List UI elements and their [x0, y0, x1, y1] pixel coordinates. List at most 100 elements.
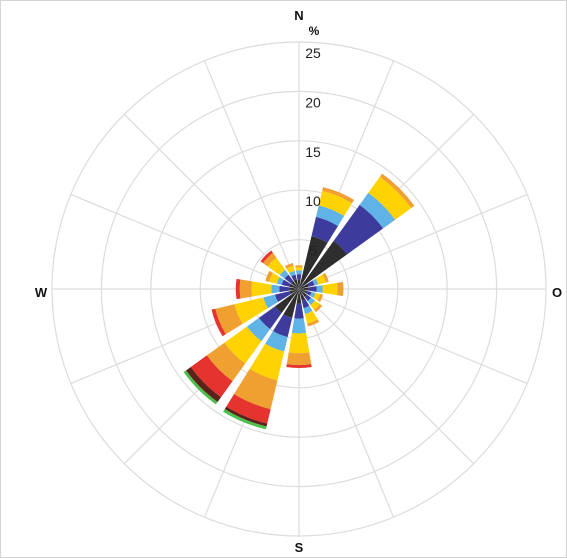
sector-band: [279, 269, 289, 279]
grid-spoke: [298, 288, 528, 385]
sector-band: [281, 279, 291, 287]
wind-sector: [299, 173, 415, 289]
sector-band: [294, 303, 304, 319]
sector-band: [295, 267, 303, 271]
sector-band: [267, 257, 286, 276]
sector-band: [297, 279, 301, 289]
sector-band: [337, 281, 344, 297]
wind-sector: [299, 281, 344, 297]
sector-band: [316, 285, 323, 293]
sector-band: [183, 370, 218, 405]
sector-band: [293, 279, 299, 289]
sector-band: [359, 192, 396, 229]
sector-band: [185, 366, 222, 403]
sector-band: [305, 290, 312, 296]
sector-band: [289, 270, 296, 277]
sector-band: [308, 286, 317, 292]
sector-band: [251, 281, 272, 297]
sector-band: [307, 297, 316, 306]
unit-label: %: [309, 24, 320, 38]
grid-spoke: [298, 288, 475, 465]
sector-band: [313, 292, 321, 301]
wind-sector: [299, 272, 329, 289]
sector-band: [295, 265, 303, 268]
sector-band: [301, 299, 310, 309]
ring-tick-label: 15: [305, 144, 321, 160]
sector-band: [291, 274, 297, 281]
grid-spoke: [298, 288, 395, 518]
sector-band: [286, 265, 295, 274]
sector-band: [309, 291, 316, 298]
sector-band: [262, 252, 277, 267]
sector-band: [318, 190, 352, 216]
wind-sector: [286, 289, 312, 369]
sector-band: [265, 270, 273, 282]
sector-band: [317, 293, 324, 302]
sector-band: [274, 291, 291, 302]
wind-sector: [299, 289, 324, 302]
sector-band: [299, 283, 309, 289]
sector-band: [288, 332, 310, 354]
sector-band: [211, 308, 226, 337]
sector-band: [224, 326, 262, 364]
wind-sector: [235, 278, 299, 300]
sector-band: [263, 294, 278, 309]
ring-tick-label: 25: [305, 45, 321, 61]
grid-spoke: [203, 60, 300, 290]
wind-sector: [299, 289, 320, 327]
sector-band: [235, 278, 241, 300]
sector-band: [190, 355, 233, 398]
wind-sector: [265, 270, 299, 289]
sector-band: [234, 297, 268, 324]
ring-tick-label: 5: [309, 243, 317, 259]
sector-band: [289, 283, 299, 289]
sector-band: [299, 289, 307, 294]
sector-band: [290, 280, 299, 289]
sector-band: [265, 331, 288, 352]
sector-band: [271, 284, 280, 294]
wind-sectors: [183, 173, 415, 430]
sector-band: [299, 236, 328, 289]
sector-band: [246, 317, 271, 342]
sector-band: [315, 274, 326, 285]
sector-band: [312, 278, 319, 286]
wind-sector: [299, 187, 355, 289]
wind-sector: [260, 250, 299, 289]
direction-east-label: O: [552, 285, 562, 300]
direction-north-label: N: [294, 8, 303, 23]
sector-band: [296, 289, 302, 304]
sector-band: [283, 289, 299, 318]
wind-sector: [223, 289, 299, 430]
sector-band: [273, 314, 293, 338]
sector-band: [333, 204, 384, 255]
sector-band: [286, 364, 312, 369]
sector-band: [234, 368, 278, 410]
sector-band: [260, 250, 274, 264]
sector-band: [299, 289, 308, 298]
sector-band: [239, 279, 253, 299]
wind-sector: [299, 289, 323, 313]
sector-band: [303, 305, 313, 315]
sector-band: [284, 263, 294, 269]
sector-band: [269, 272, 280, 284]
sector-band: [258, 306, 282, 330]
sector-band: [299, 240, 348, 289]
sector-band: [304, 310, 318, 324]
sector-band: [274, 289, 299, 314]
sector-band: [215, 304, 243, 335]
chart-labels: N % O S W 5 10 15 20 25: [35, 8, 562, 555]
sector-band: [284, 274, 294, 284]
wind-sector: [295, 265, 303, 289]
direction-south-label: S: [295, 540, 304, 555]
sector-band: [322, 282, 338, 296]
direction-west-label: W: [35, 285, 48, 300]
sector-band: [286, 352, 312, 366]
sector-band: [299, 287, 309, 291]
ring-tick-label: 20: [305, 94, 321, 110]
sector-band: [295, 270, 303, 275]
sector-band: [299, 289, 306, 301]
grid-spoke: [298, 193, 528, 290]
sector-band: [322, 187, 355, 204]
sector-band: [289, 289, 299, 295]
